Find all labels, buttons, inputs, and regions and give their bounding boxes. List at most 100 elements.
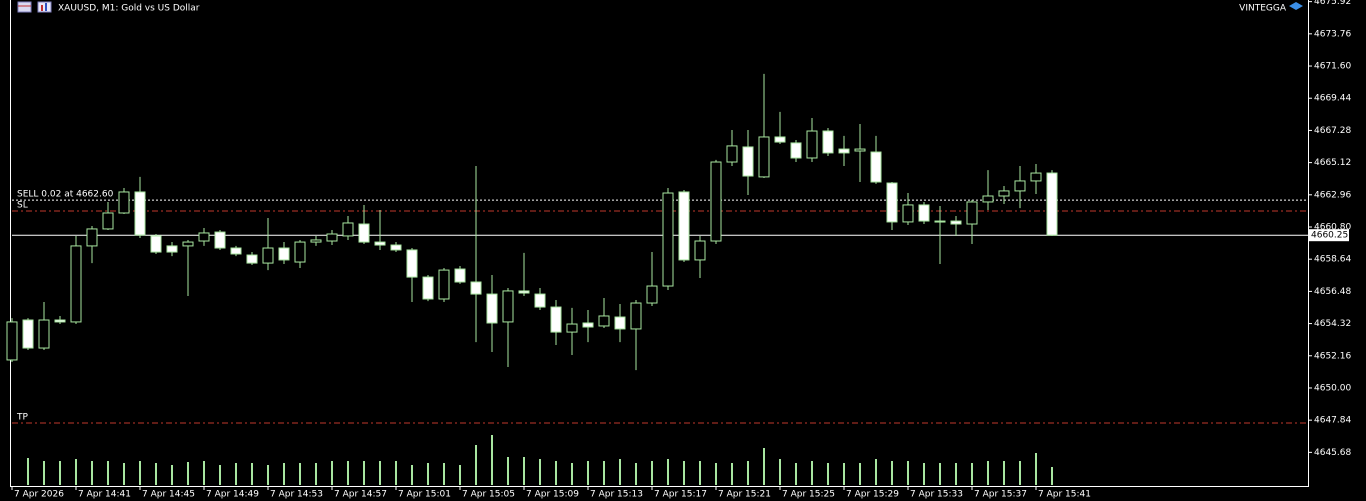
y-tick-label: 4667.28 [1314,126,1351,136]
x-tick-label: 7 Apr 2026 [14,490,64,500]
candle-body [502,290,514,323]
candle-body [326,233,338,242]
y-tick-label: 4662.96 [1314,190,1351,200]
candle-body [86,228,98,247]
candle-body [470,281,482,295]
x-tick-label: 7 Apr 14:45 [142,490,195,500]
candle-body [534,293,546,308]
chart-title: XAUUSD, M1: Gold vs US Dollar [58,4,200,14]
icon-bar [45,3,47,11]
y-tick-label: 4675.92 [1314,0,1351,7]
broker-name: VINTEGGA [1239,4,1287,14]
candle-body [70,245,82,323]
y-tick-label: 4645.68 [1314,448,1351,458]
candle-body [630,302,642,330]
bid-label: 4660.25 [1311,231,1348,241]
candle-body [822,130,834,154]
candle-body [902,204,914,223]
y-tick-label: 4652.16 [1314,351,1351,361]
candle-body [134,191,146,236]
candle-body [1014,180,1026,192]
candle-body [742,146,754,177]
candle-body [246,254,258,264]
candle-body [518,290,530,294]
level-label: TP [16,412,28,422]
x-tick-label: 7 Apr 15:09 [526,490,579,500]
candle-body [870,151,882,183]
x-tick-label: 7 Apr 15:01 [398,490,451,500]
candle-body [150,235,162,253]
candle-body [22,319,34,349]
candle-body [886,182,898,223]
candle-body [614,316,626,330]
bid-box [1309,229,1349,242]
candle-body [550,306,562,333]
candle-body [358,223,370,243]
candle-body [950,220,962,225]
y-tick-label: 4673.76 [1314,29,1351,39]
candle-body [758,136,770,178]
icon-table [17,1,32,13]
candle-body [694,240,706,261]
x-tick-label: 7 Apr 14:41 [78,490,131,500]
candle-body [310,239,322,243]
candle-body [118,191,130,214]
candle-body [982,195,994,203]
candle-body [230,247,242,255]
candle-body [198,232,210,242]
candle-body [54,319,66,323]
x-tick-label: 7 Apr 15:21 [718,490,771,500]
candle-body [1030,172,1042,182]
y-tick-label: 4665.12 [1314,158,1351,168]
chart-icons [17,1,1303,13]
x-tick-label: 7 Apr 14:53 [270,490,323,500]
x-tick-label: 7 Apr 15:29 [846,490,899,500]
x-tick-label: 7 Apr 14:49 [206,490,259,500]
level-label: SL [17,201,28,211]
candle-body [598,315,610,327]
candle-body [390,244,402,251]
candle-body [662,192,674,287]
x-tick-label: 7 Apr 15:33 [910,490,963,500]
candle-body [102,212,114,230]
y-tick-label: 4650.00 [1314,383,1351,393]
candle-body [774,136,786,143]
candle-body [486,293,498,324]
icon-bar [41,5,43,11]
candle-body [678,191,690,261]
y-tick-label: 4656.48 [1314,287,1351,297]
x-tick-label: 7 Apr 15:41 [1038,490,1091,500]
candle-body [374,241,386,246]
y-tick-label: 4660.80 [1314,222,1351,232]
candle-body [1046,172,1058,236]
y-tick-label: 4654.32 [1314,319,1351,329]
candle-body [582,322,594,328]
icon-chart [37,1,52,13]
candle-body [966,201,978,225]
broker-icon [1289,2,1303,10]
x-tick-label: 7 Apr 15:25 [782,490,835,500]
candle-body [566,323,578,333]
candle-body [278,247,290,261]
x-tick-label: 7 Apr 15:37 [974,490,1027,500]
candle-body [214,231,226,249]
candle-body [838,148,850,154]
x-tick-label: 7 Apr 14:57 [334,490,387,500]
y-tick-label: 4669.44 [1314,94,1351,104]
candle-body [422,276,434,300]
y-tick-label: 4647.84 [1314,416,1351,426]
candle-body [6,321,18,361]
candle-body [182,241,194,247]
y-tick-label: 4658.64 [1314,255,1351,265]
y-tick-label: 4671.60 [1314,62,1351,72]
candle-body [646,285,658,304]
candle-body [806,130,818,159]
x-tick-label: 7 Apr 15:05 [462,490,515,500]
candle-body [918,204,930,222]
candle-body [38,319,50,349]
candle-body [934,220,946,223]
candle-body [294,241,306,263]
candle-body [342,222,354,237]
candle-body [406,249,418,278]
